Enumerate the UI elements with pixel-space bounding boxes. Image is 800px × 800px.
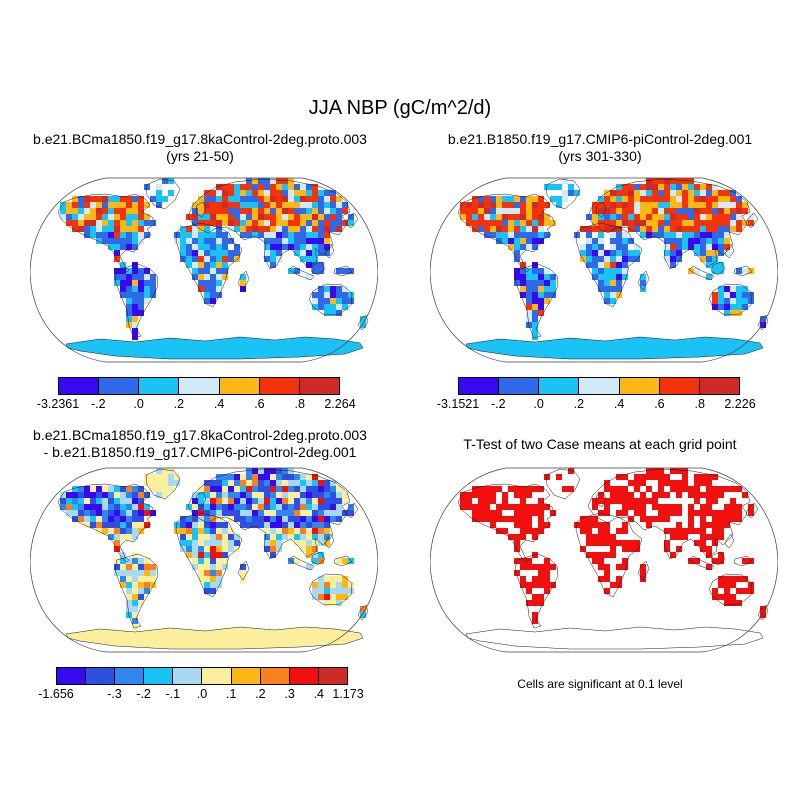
colorbar-boxes bbox=[58, 377, 340, 395]
colorbar-segment bbox=[499, 378, 540, 394]
map-cells-layer bbox=[460, 468, 766, 624]
colorbar-segment bbox=[260, 668, 290, 684]
colorbar-segment bbox=[619, 378, 660, 394]
colorbar-segment bbox=[139, 378, 180, 394]
colorbar-tick-label: -3.2361 bbox=[36, 397, 80, 411]
panel-c-title: b.e21.BCma1850.f19_g17.8kaControl-2deg.p… bbox=[0, 427, 400, 460]
significance-caption: Cells are significant at 0.1 level bbox=[517, 677, 683, 691]
colorbar-segment bbox=[86, 668, 116, 684]
colorbar-segment bbox=[318, 668, 347, 684]
colorbar-segment bbox=[699, 378, 739, 394]
colorbar-segment bbox=[179, 378, 220, 394]
panel-b-title-line1: b.e21.B1850.f19_g17.CMIP6-piControl-2deg… bbox=[447, 131, 753, 147]
panel-d-title: T-Test of two Case means at each grid po… bbox=[463, 436, 737, 452]
map-cells-layer bbox=[60, 468, 366, 630]
colorbar-bottom-left: -1.656 -.3 -.2 -.1 .0 .1 .2 .3 .4 1.173 bbox=[38, 667, 364, 707]
colorbar-tick-label: .8 bbox=[294, 397, 305, 411]
colorbar-tick-label: 2.226 bbox=[724, 397, 756, 411]
colorbar-segment bbox=[59, 378, 100, 394]
colorbar-segment bbox=[289, 668, 319, 684]
colorbar-tick-label: .0 bbox=[133, 397, 144, 411]
colorbar-segment bbox=[115, 668, 145, 684]
colorbar-tick-label: -1.656 bbox=[38, 687, 74, 701]
panel-c-title-line2: - b.e21.B1850.f19_g17.CMIP6-piControl-2d… bbox=[43, 443, 357, 460]
colorbar-tick-label: -3.1521 bbox=[436, 397, 480, 411]
map-panel-top-right bbox=[430, 177, 778, 363]
colorbar-segment bbox=[259, 378, 300, 394]
panel-a-title: b.e21.BCma1850.f19_g17.8kaControl-2deg.p… bbox=[0, 131, 400, 164]
colorbar-tick-label: -.2 bbox=[136, 687, 151, 701]
coastline-layer bbox=[457, 178, 769, 360]
colorbar-tick-label: -.2 bbox=[91, 397, 106, 411]
panel-a-title-line2: (yrs 21-50) bbox=[166, 147, 234, 164]
map-outline bbox=[30, 177, 378, 363]
map-outline bbox=[430, 467, 778, 653]
colorbar-tick-label: .1 bbox=[225, 687, 237, 701]
colorbar-tick-label: .6 bbox=[654, 397, 665, 411]
coastline-layer bbox=[457, 468, 769, 650]
colorbar-segment bbox=[459, 378, 500, 394]
colorbar-tick-label: .2 bbox=[573, 397, 585, 411]
figure-title: JJA NBP (gC/m^2/d) bbox=[308, 97, 492, 119]
colorbar-tick-label: .8 bbox=[694, 397, 705, 411]
colorbar-tick-label: .4 bbox=[213, 397, 225, 411]
colorbar-tick-label: -.2 bbox=[491, 397, 506, 411]
map-cells-layer bbox=[60, 178, 366, 340]
colorbar-segment bbox=[299, 378, 339, 394]
colorbar-boxes bbox=[56, 667, 348, 685]
panel-c-title-line1: b.e21.BCma1850.f19_g17.8kaControl-2deg.p… bbox=[33, 427, 367, 443]
colorbar-segment bbox=[99, 378, 140, 394]
colorbar-tick-label: .4 bbox=[313, 687, 325, 701]
panel-b-title: b.e21.B1850.f19_g17.CMIP6-piControl-2deg… bbox=[400, 131, 800, 164]
colorbar-tick-label: 1.173 bbox=[332, 687, 364, 701]
colorbar-segment bbox=[144, 668, 174, 684]
panel-b-title-line2: (yrs 301-330) bbox=[558, 147, 642, 164]
colorbar-tick-label: .2 bbox=[173, 397, 185, 411]
colorbar-tick-label: .0 bbox=[533, 397, 544, 411]
map-outline bbox=[430, 177, 778, 363]
map-panel-bottom-right bbox=[430, 467, 778, 653]
colorbar-top-left: -3.2361 -.2 .0 .2 .4 .6 .8 2.264 bbox=[37, 377, 356, 417]
colorbar-tick-label: .2 bbox=[255, 687, 266, 701]
map-panel-top-left bbox=[30, 177, 378, 363]
map-panel-bottom-left bbox=[30, 467, 378, 653]
colorbar-segment bbox=[579, 378, 620, 394]
colorbar-tick-label: -.3 bbox=[107, 687, 122, 701]
colorbar-boxes bbox=[458, 377, 740, 395]
colorbar-top-right: -3.1521 -.2 .0 .2 .4 .6 .8 2.226 bbox=[437, 377, 756, 417]
colorbar-tick-label: -.1 bbox=[165, 687, 181, 701]
colorbar-segment bbox=[202, 668, 232, 684]
panel-a-title-line1: b.e21.BCma1850.f19_g17.8kaControl-2deg.p… bbox=[33, 131, 367, 147]
map-outline bbox=[30, 467, 378, 653]
colorbar-tick-label: 2.264 bbox=[324, 397, 356, 411]
coastline-layer bbox=[57, 468, 369, 650]
colorbar-segment bbox=[57, 668, 87, 684]
colorbar-tick-label: .4 bbox=[613, 397, 625, 411]
colorbar-segment bbox=[231, 668, 261, 684]
colorbar-segment bbox=[539, 378, 580, 394]
colorbar-segment bbox=[659, 378, 700, 394]
colorbar-tick-label: .6 bbox=[254, 397, 265, 411]
colorbar-tick-label: .3 bbox=[284, 687, 295, 701]
colorbar-segment bbox=[173, 668, 203, 684]
coastline-layer bbox=[57, 178, 369, 360]
colorbar-tick-label: .0 bbox=[196, 687, 208, 701]
colorbar-segment bbox=[219, 378, 260, 394]
map-cells-layer bbox=[460, 178, 766, 340]
